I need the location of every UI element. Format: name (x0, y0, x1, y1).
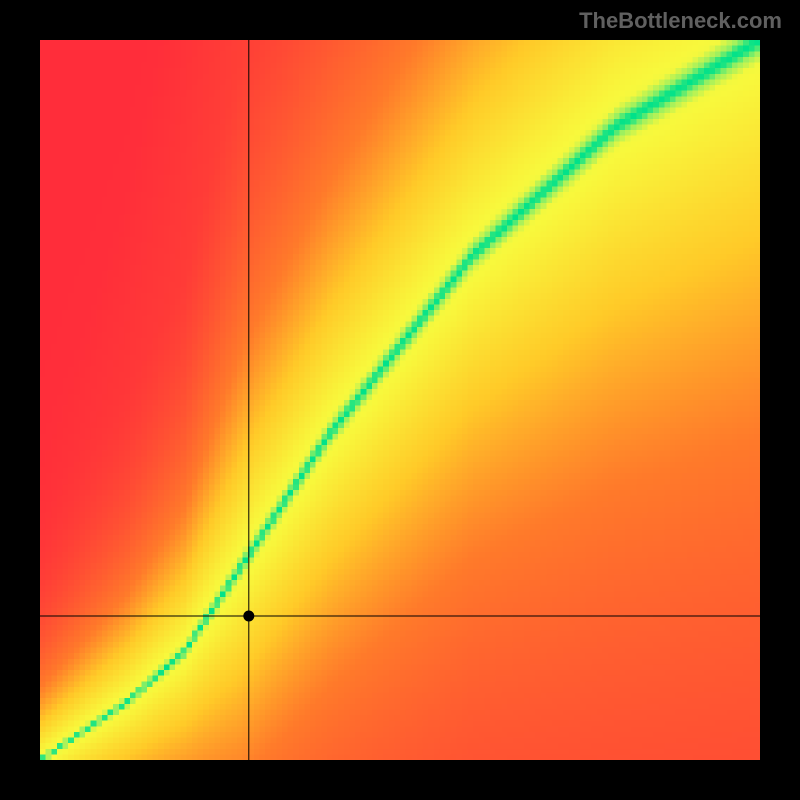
heatmap-plot (40, 40, 760, 760)
watermark-text: TheBottleneck.com (579, 8, 782, 34)
heatmap-canvas (40, 40, 760, 760)
